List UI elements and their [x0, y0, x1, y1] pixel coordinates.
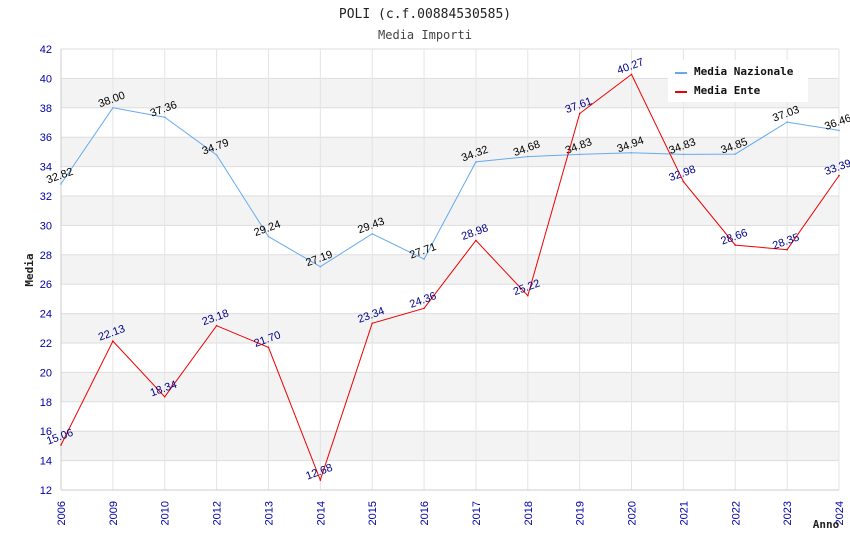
x-tick-label: 2010	[160, 501, 172, 525]
data-point	[838, 174, 840, 177]
data-point	[475, 161, 477, 163]
x-tick-label: 2009	[108, 501, 120, 525]
grid-band	[61, 431, 839, 461]
x-tick-label: 2022	[730, 501, 742, 525]
series-line	[60, 73, 840, 482]
data-point	[423, 307, 425, 310]
data-point	[267, 235, 270, 238]
x-axis-label: Anno	[813, 518, 840, 531]
y-tick-label: 22	[40, 338, 52, 350]
data-point	[163, 116, 166, 119]
data-point	[527, 155, 529, 158]
x-tick-label: 2006	[56, 501, 68, 525]
x-tick-label: 2014	[315, 501, 327, 525]
x-tick-label: 2017	[471, 501, 483, 525]
gridlines	[60, 48, 840, 491]
legend-label-media-ente: Media Ente	[694, 84, 761, 97]
y-tick-label: 16	[40, 426, 52, 438]
x-tick-label: 2016	[419, 501, 431, 525]
data-point	[423, 258, 425, 260]
legend-background	[668, 60, 808, 102]
legend-label-media-nazionale: Media Nazionale	[694, 65, 794, 78]
legend: Media Nazionale Media Ente	[668, 60, 808, 102]
data-point	[682, 153, 685, 156]
data-point	[630, 73, 633, 76]
grid-band	[61, 137, 839, 167]
data-point	[60, 183, 62, 185]
x-tick-label: 2023	[782, 501, 794, 525]
data-point	[215, 154, 218, 156]
data-point	[475, 239, 477, 242]
y-tick-label: 20	[40, 367, 52, 379]
plot-background-bands	[61, 49, 839, 490]
y-tick-label: 40	[40, 73, 52, 85]
data-point	[371, 322, 374, 325]
data-point	[838, 129, 840, 132]
y-tick-label: 26	[40, 279, 52, 291]
grid-band	[61, 372, 839, 402]
data-point	[682, 180, 685, 183]
data-point	[319, 479, 322, 481]
data-point	[578, 112, 581, 115]
data-point	[734, 153, 737, 155]
data-point	[112, 340, 114, 342]
y-tick-label: 24	[40, 309, 52, 321]
y-tick-label: 42	[40, 44, 52, 56]
y-tick-label: 18	[40, 397, 52, 409]
y-tick-label: 28	[40, 250, 52, 262]
y-tick-label: 30	[40, 220, 52, 232]
data-point	[215, 324, 218, 327]
chart-title: POLI (c.f.00884530585)	[339, 7, 511, 22]
data-point	[786, 121, 788, 123]
data-point	[630, 151, 633, 154]
x-tick-label: 2021	[678, 501, 690, 525]
x-tick-label: 2013	[263, 501, 275, 525]
y-tick-label: 38	[40, 103, 52, 115]
chart-subtitle: Media Importi	[378, 28, 472, 42]
y-axis-label: Media	[23, 253, 36, 286]
data-point	[578, 153, 581, 156]
data-point	[371, 232, 374, 235]
y-tick-label: 32	[40, 191, 52, 203]
x-tick-label: 2019	[575, 501, 587, 525]
series-line	[60, 107, 840, 268]
x-tick-label: 2018	[523, 501, 535, 525]
data-point	[527, 294, 529, 297]
grid-band	[61, 313, 839, 343]
y-tick-label: 14	[40, 456, 52, 468]
y-tick-label: 34	[40, 162, 52, 174]
data-point	[60, 444, 62, 446]
data-point	[163, 396, 166, 398]
y-tick-label: 12	[40, 485, 52, 497]
data-point	[112, 107, 114, 109]
x-tick-label: 2024	[834, 501, 846, 525]
data-point	[734, 244, 737, 246]
x-tick-label: 2015	[367, 501, 379, 525]
data-point	[786, 248, 788, 251]
y-tick-label: 36	[40, 132, 52, 144]
y-axis-ticks: 12 14 16 18 20 22 24 26 28 30 32 34 36 38 40 42	[40, 44, 52, 497]
x-axis-ticks: 2006 2009 2010 2012 2013 2014 2015 2016 2017 2018…	[56, 501, 846, 525]
data-point	[319, 265, 322, 268]
x-tick-label: 2020	[627, 501, 639, 525]
data-point	[267, 346, 270, 349]
x-tick-label: 2012	[212, 501, 224, 525]
grid-band	[61, 254, 839, 285]
